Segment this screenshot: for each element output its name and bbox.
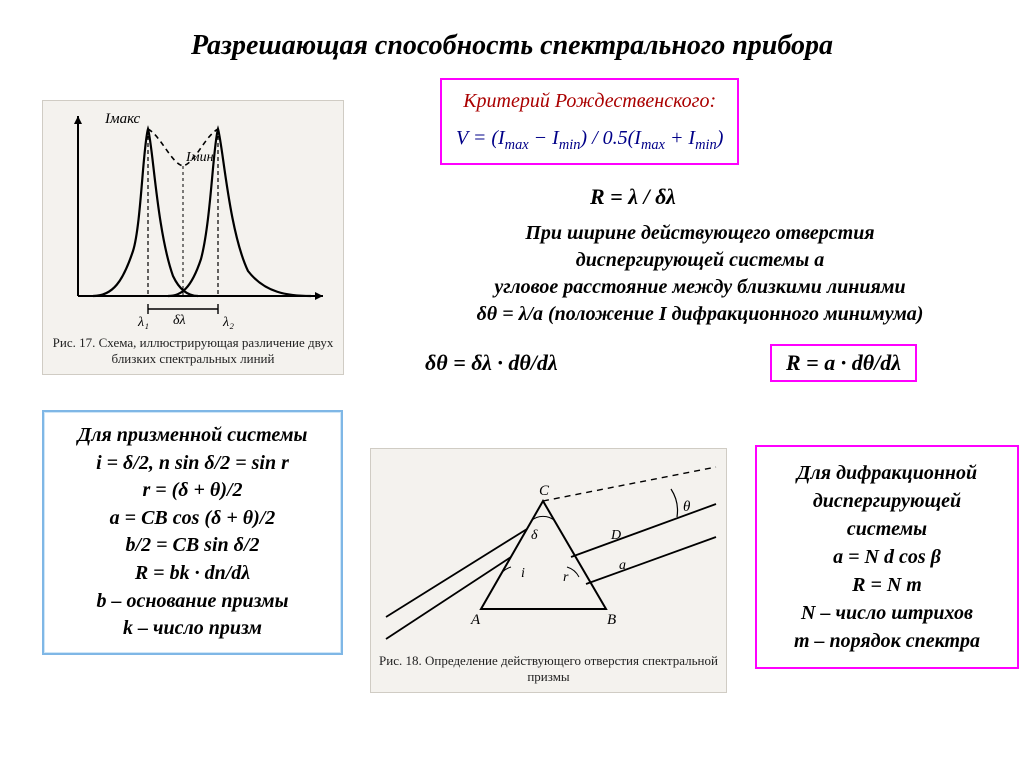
- prism-line-4: b/2 = CB sin δ/2: [126, 534, 260, 556]
- aperture-line-2: угловое расстояние между близкими линиям…: [494, 276, 905, 298]
- aperture-line-1: диспергирующей системы a: [576, 249, 824, 271]
- figure-18: θ D a i r δ A B C Рис. 18. Определение д…: [370, 448, 727, 693]
- figure-17-caption: Рис. 17. Схема, иллюстрирующая различени…: [43, 331, 343, 374]
- fig17-dlambda-label: δλ: [173, 313, 186, 328]
- fig18-B-label: B: [607, 612, 616, 628]
- fig18-theta-label: θ: [683, 499, 691, 515]
- criterion-formula: V = (Imax − Imin) / 0.5(Imax + Imin): [456, 125, 723, 155]
- eq-R-box: R = a · dθ/dλ: [770, 344, 917, 382]
- aperture-line-0: При ширине действующего отверстия: [525, 222, 874, 244]
- fig18-A-label: A: [470, 612, 481, 628]
- prism-line-5: R = bk · dn/dλ: [135, 562, 250, 584]
- difr-line-3: a = N d cos β: [833, 546, 941, 568]
- resolution-formula: R = λ / δλ: [590, 184, 676, 210]
- difr-line-4: R = N m: [852, 574, 922, 596]
- criterion-box: Критерий Рождественского: V = (Imax − Im…: [440, 78, 739, 165]
- figure-17-svg: Iмакс Iмин δλ λ₁ λ₂: [43, 101, 343, 331]
- fig18-a-label: a: [619, 558, 626, 573]
- difr-line-0: Для дифракционной: [797, 462, 977, 484]
- difr-line-2: системы: [847, 518, 927, 540]
- diffraction-box: Для дифракционной диспергирующей системы…: [755, 445, 1019, 669]
- prism-line-2: r = (δ + θ)/2: [142, 479, 242, 501]
- aperture-text: При ширине действующего отверстия диспер…: [390, 220, 1010, 328]
- prism-box: Для призменной системы i = δ/2, n sin δ/…: [42, 410, 343, 655]
- difr-line-1: диспергирующей: [813, 490, 961, 512]
- eq-delta-theta: δθ = δλ · dθ/dλ: [425, 350, 558, 376]
- difr-line-5: N – число штрихов: [801, 602, 973, 624]
- prism-line-3: a = CB cos (δ + θ)/2: [110, 507, 276, 529]
- prism-line-0: Для призменной системы: [78, 424, 308, 446]
- fig18-delta-label: δ: [531, 528, 538, 543]
- figure-18-svg: θ D a i r δ A B C: [371, 449, 726, 649]
- prism-line-1: i = δ/2, n sin δ/2 = sin r: [96, 452, 289, 474]
- fig18-D-label: D: [610, 528, 621, 543]
- fig18-r-label: r: [563, 570, 569, 585]
- figure-18-caption: Рис. 18. Определение действующего отверс…: [371, 649, 726, 692]
- page-title: Разрешающая способность спектрального пр…: [0, 30, 1024, 62]
- prism-line-6: b – основание призмы: [96, 590, 288, 612]
- fig17-l1-label: λ₁: [137, 315, 149, 330]
- fig17-Imin-label: Iмин: [185, 150, 214, 165]
- criterion-heading: Критерий Рождественского:: [456, 88, 723, 115]
- difr-line-6: m – порядок спектра: [794, 630, 980, 652]
- aperture-line-3: δθ = λ/a (положение I дифракционного мин…: [477, 303, 924, 325]
- prism-line-7: k – число призм: [123, 617, 262, 639]
- fig17-l2-label: λ₂: [222, 315, 234, 330]
- slide: Разрешающая способность спектрального пр…: [0, 0, 1024, 768]
- fig18-C-label: C: [539, 483, 550, 499]
- fig17-Imax-label: Iмакс: [104, 111, 141, 127]
- figure-17: Iмакс Iмин δλ λ₁ λ₂ Рис. 17. Схема, иллю…: [42, 100, 344, 375]
- fig18-i-label: i: [521, 566, 525, 581]
